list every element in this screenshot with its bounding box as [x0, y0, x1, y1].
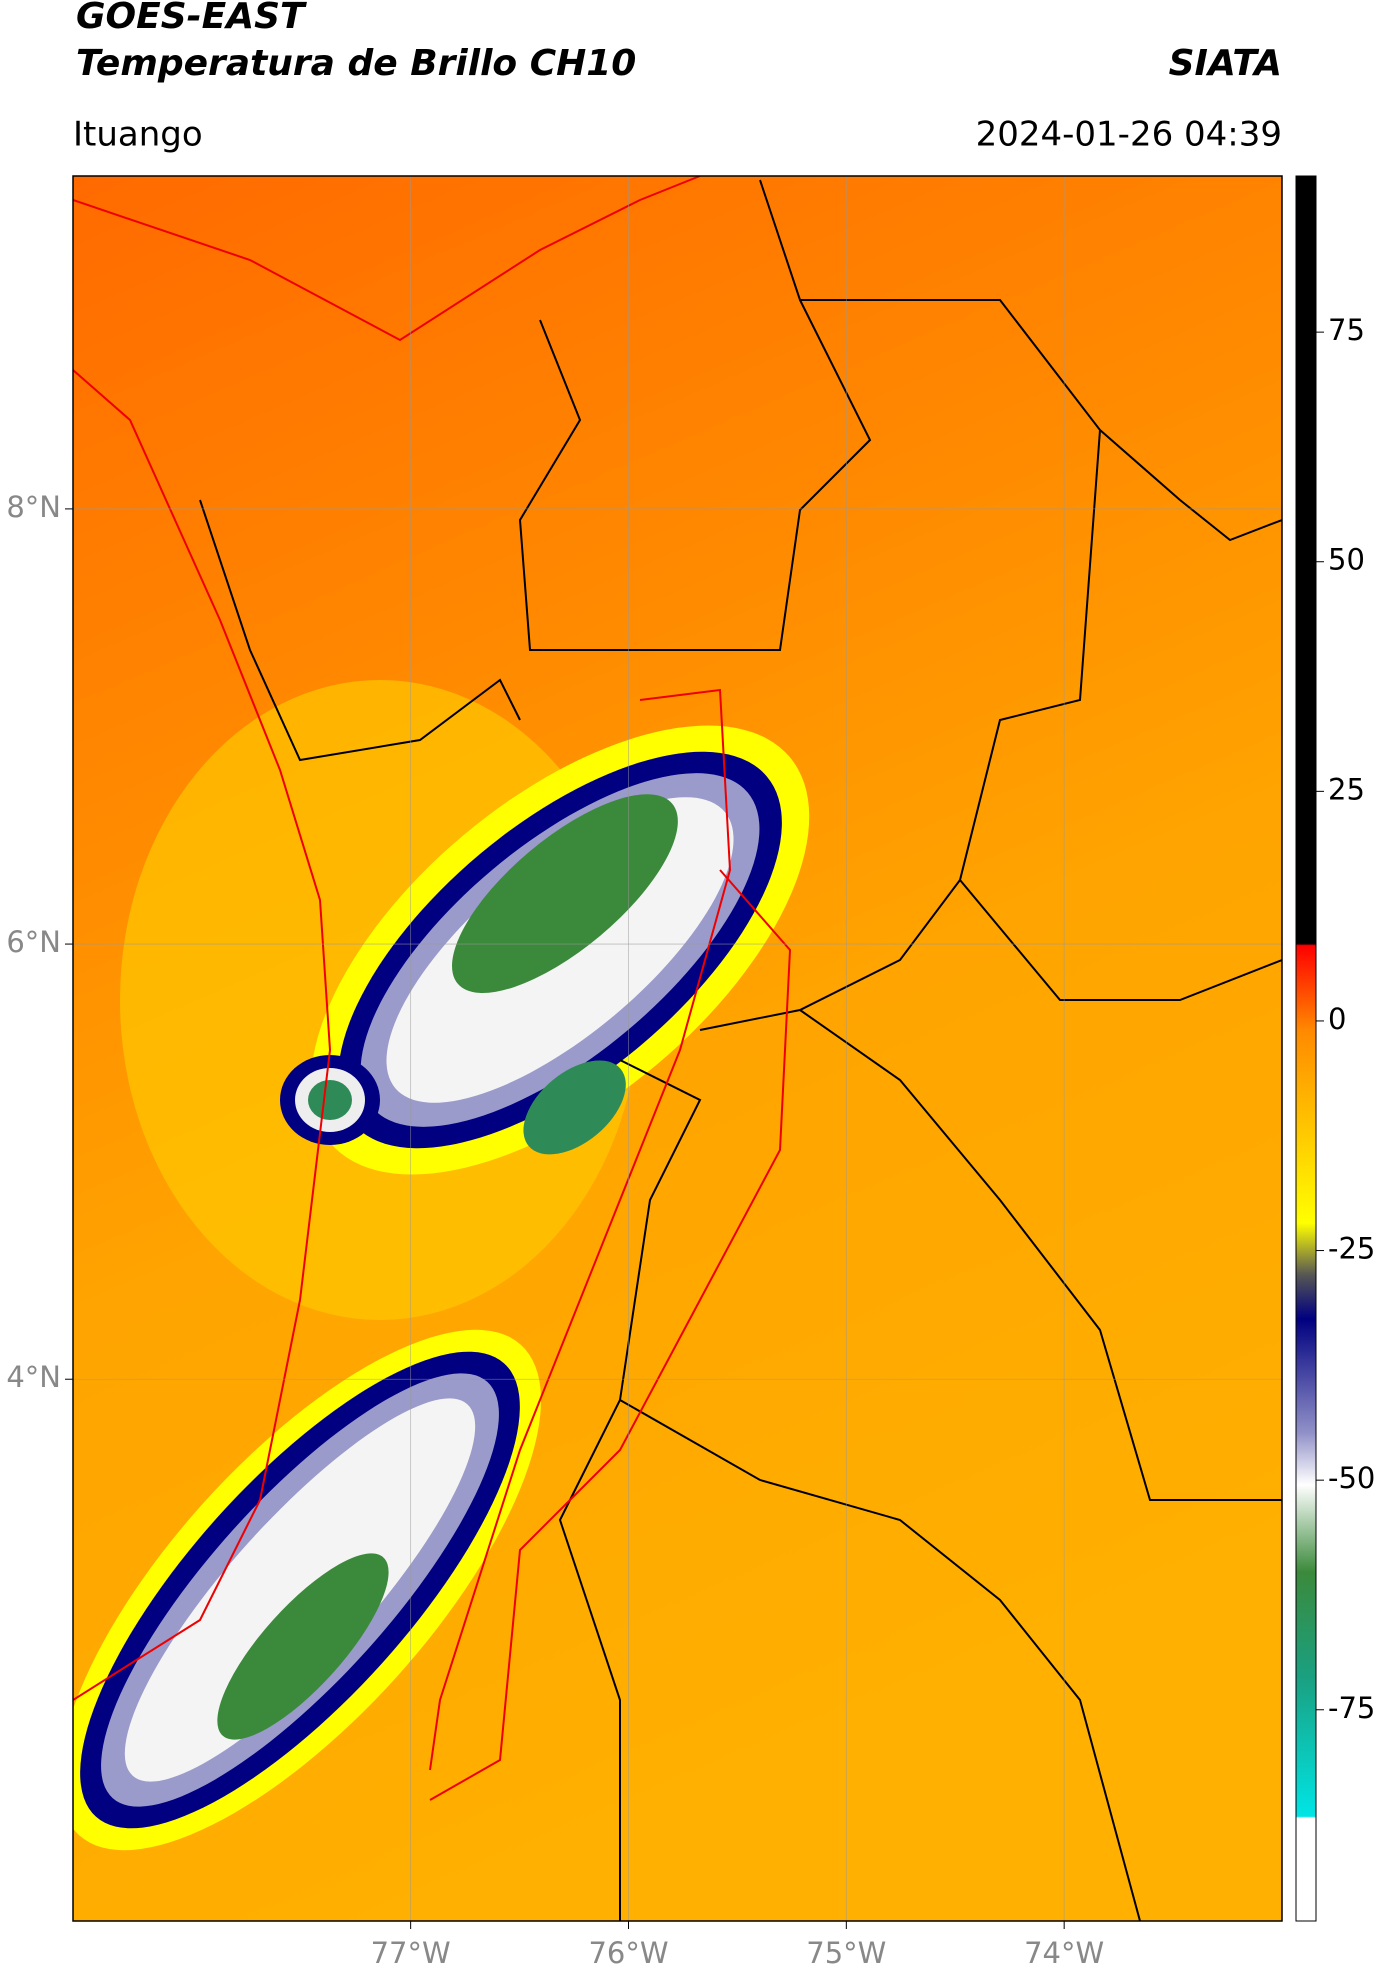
source: SIATA	[1169, 43, 1282, 84]
location: Ituango	[73, 115, 203, 155]
colorbar-tick-label: 75	[1328, 313, 1365, 347]
storm-north	[310, 725, 810, 1175]
colorbar-tick-label: -75	[1328, 1691, 1375, 1725]
x-tick-label: 76°W	[588, 1936, 668, 1970]
storm-south	[73, 1329, 542, 1851]
borders	[199, 179, 1282, 1921]
y-tick-label: 4°N	[6, 1360, 61, 1394]
map-area	[73, 176, 1282, 1921]
colorbar-tick-label: 0	[1328, 1002, 1346, 1036]
x-tick-label: 75°W	[806, 1936, 886, 1970]
x-tick-label: 74°W	[1024, 1936, 1104, 1970]
y-tick-label: 8°N	[6, 490, 61, 524]
y-tick-label: 6°N	[6, 925, 61, 959]
region-outline	[73, 176, 792, 1801]
datetime: 2024-01-26 04:39	[976, 115, 1282, 155]
storm-west	[280, 1055, 380, 1145]
map-frame	[72, 175, 1283, 1922]
colorbar-tick-label: 50	[1328, 543, 1365, 577]
subtitle: Temperatura de Brillo CH10	[76, 43, 636, 84]
grid	[73, 176, 1282, 1921]
colorbar-tick-label: -25	[1328, 1232, 1375, 1266]
title: GOES-EAST	[76, 0, 307, 37]
colorbar-tick-label: -50	[1328, 1461, 1375, 1495]
colorbar-tick-label: 25	[1328, 772, 1365, 806]
colorbar	[1295, 175, 1317, 1922]
x-tick-label: 77°W	[371, 1936, 451, 1970]
